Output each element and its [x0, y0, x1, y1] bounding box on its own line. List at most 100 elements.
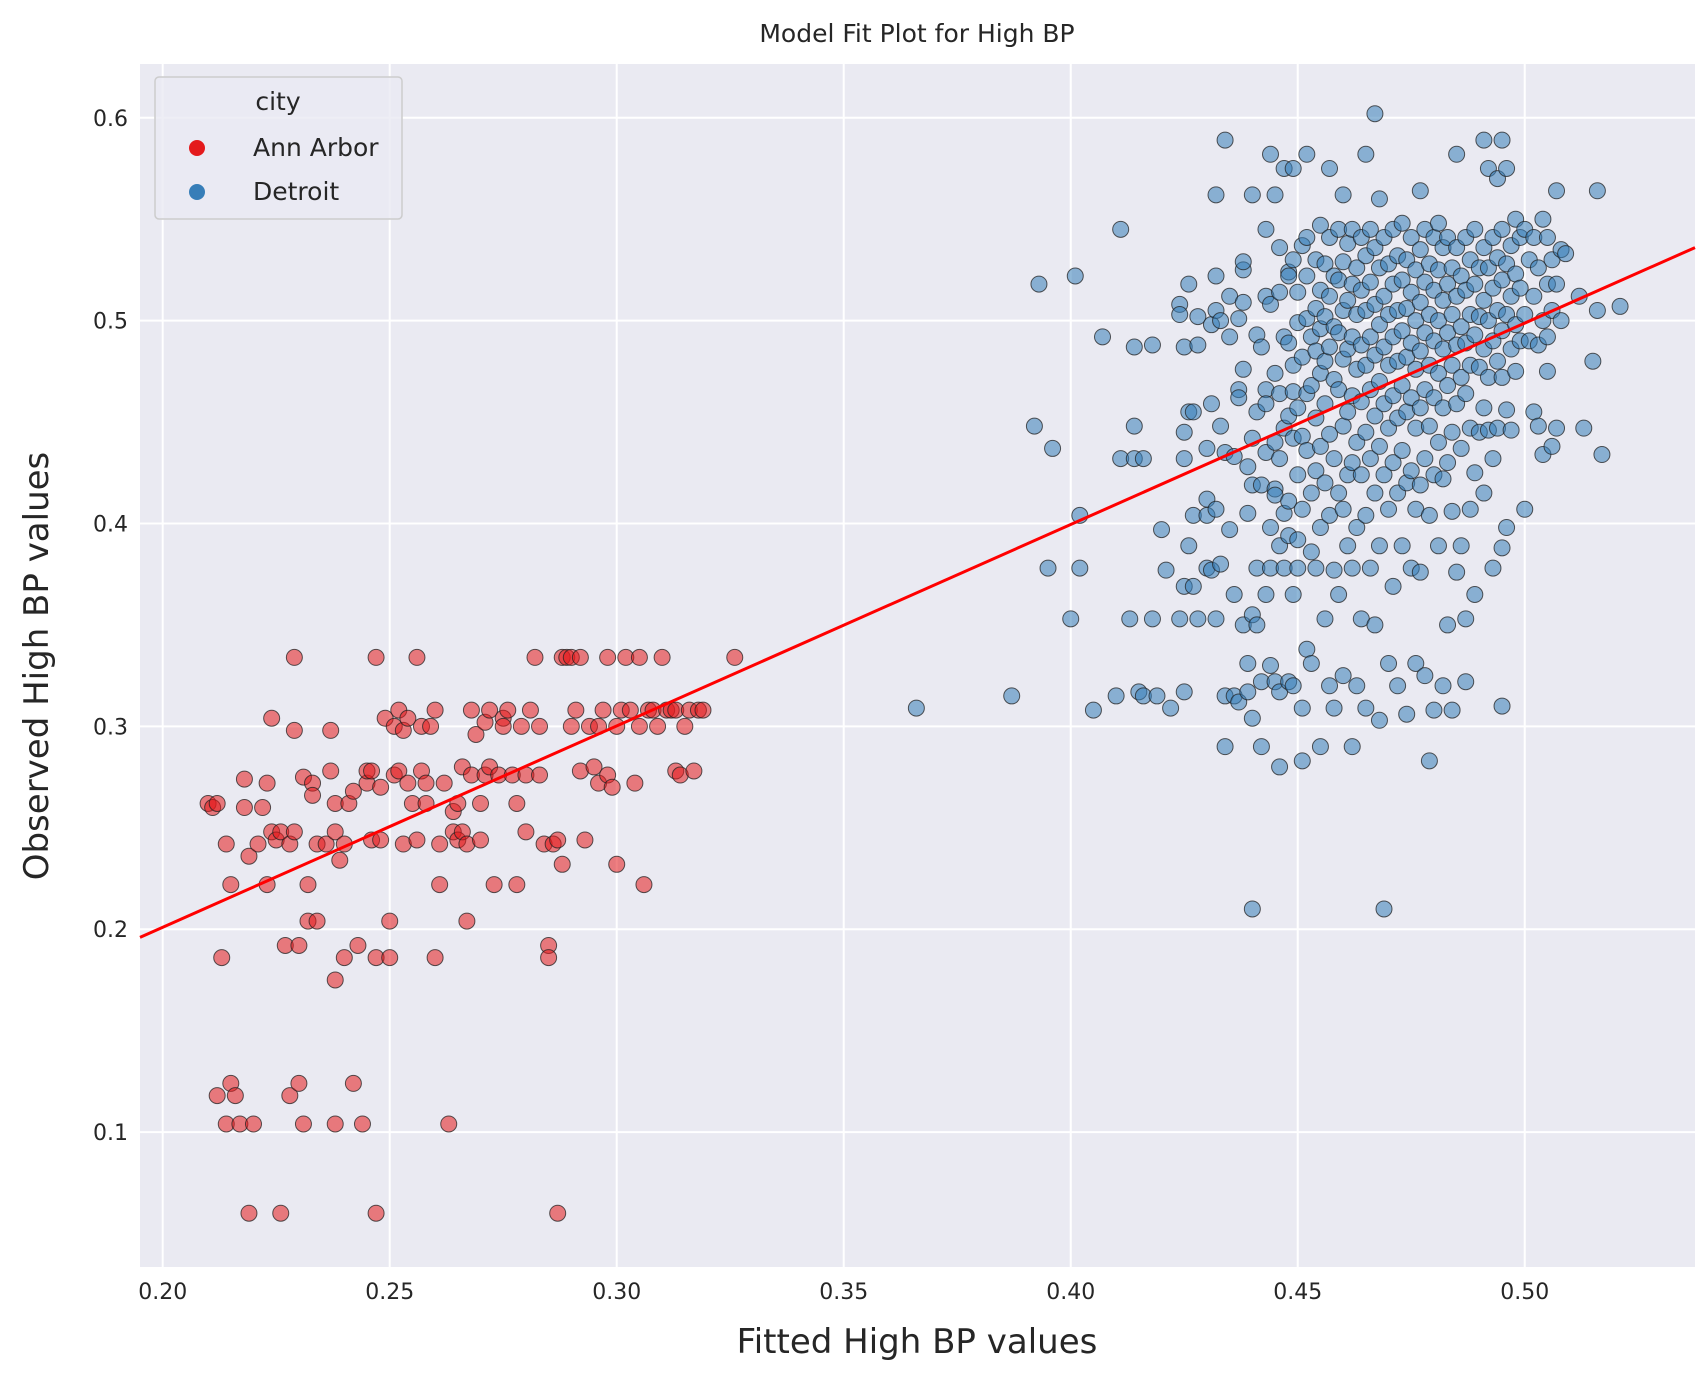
data-point-ann-arbor — [676, 717, 694, 735]
data-point-detroit — [1357, 423, 1375, 441]
data-point-detroit — [1189, 610, 1207, 628]
data-point-ann-arbor — [517, 823, 535, 841]
data-point-ann-arbor — [344, 782, 362, 800]
data-point-detroit — [1457, 610, 1475, 628]
data-point-detroit — [1280, 334, 1298, 352]
data-point-ann-arbor — [422, 717, 440, 735]
data-point-detroit — [1239, 683, 1257, 701]
data-point-ann-arbor — [472, 794, 490, 812]
data-point-detroit — [1416, 667, 1434, 685]
data-point-detroit — [1257, 395, 1275, 413]
data-point-detroit — [1393, 322, 1411, 340]
data-point-ann-arbor — [426, 701, 444, 719]
data-point-ann-arbor — [281, 1087, 299, 1105]
data-point-ann-arbor — [317, 835, 335, 853]
data-point-detroit — [1307, 462, 1325, 480]
x-tick-label: 0.25 — [365, 1280, 414, 1305]
data-point-detroit — [1212, 417, 1230, 435]
y-tick-label: 0.2 — [93, 918, 128, 943]
data-point-detroit — [1298, 640, 1316, 658]
data-point-detroit — [1443, 423, 1461, 441]
fit-line — [139, 246, 1696, 939]
data-point-detroit — [1271, 758, 1289, 776]
data-point-ann-arbor — [367, 1204, 385, 1222]
data-point-detroit — [1361, 273, 1379, 291]
data-point-detroit — [1466, 586, 1484, 603]
data-point-ann-arbor — [508, 794, 526, 812]
data-point-ann-arbor — [344, 1074, 362, 1092]
data-point-detroit — [1125, 338, 1143, 356]
data-point-detroit — [1493, 131, 1511, 149]
data-point-detroit — [1411, 182, 1429, 200]
data-point-detroit — [1375, 466, 1393, 484]
data-point-detroit — [1311, 216, 1329, 234]
data-point-detroit — [1134, 450, 1152, 468]
data-point-detroit — [1452, 537, 1470, 555]
data-point-ann-arbor — [626, 774, 644, 792]
data-point-detroit — [1298, 145, 1316, 163]
data-point-ann-arbor — [526, 648, 544, 666]
data-point-detroit — [1094, 328, 1112, 346]
data-point-detroit — [1221, 328, 1239, 346]
data-point-ann-arbor — [381, 949, 399, 967]
data-point-detroit — [1325, 699, 1343, 717]
data-point-detroit — [1284, 159, 1302, 177]
data-point-detroit — [1461, 500, 1479, 518]
data-point-ann-arbor — [472, 831, 490, 849]
data-point-detroit — [1588, 182, 1606, 200]
data-point-ann-arbor — [372, 778, 390, 796]
data-point-detroit — [1107, 687, 1125, 705]
data-point-detroit — [1434, 470, 1452, 488]
data-point-detroit — [1538, 362, 1556, 380]
data-point-detroit — [1207, 500, 1225, 518]
data-point-detroit — [1202, 395, 1220, 413]
data-point-detroit — [1380, 654, 1398, 672]
data-point-detroit — [1416, 450, 1434, 468]
chart-title: Model Fit Plot for High BP — [759, 19, 1074, 48]
data-point-detroit — [1180, 275, 1198, 293]
data-point-detroit — [1411, 293, 1429, 311]
data-point-detroit — [1343, 559, 1361, 577]
data-point-ann-arbor — [272, 1204, 290, 1222]
data-point-detroit — [1443, 356, 1461, 374]
data-point-ann-arbor — [285, 823, 303, 841]
data-point-detroit — [1384, 454, 1402, 472]
data-point-detroit — [1484, 450, 1502, 468]
data-point-detroit — [1507, 265, 1525, 283]
data-point-ann-arbor — [367, 648, 385, 666]
data-point-detroit — [1429, 214, 1447, 232]
data-point-detroit — [1484, 559, 1502, 577]
data-point-detroit — [1248, 616, 1266, 634]
data-point-detroit — [1429, 433, 1447, 451]
data-point-detroit — [1311, 738, 1329, 756]
data-point-detroit — [1357, 145, 1375, 163]
data-point-detroit — [1039, 559, 1057, 577]
data-point-detroit — [1148, 687, 1166, 705]
data-point-detroit — [1439, 275, 1457, 293]
data-point-detroit — [1311, 519, 1329, 537]
data-point-detroit — [1171, 610, 1189, 628]
data-point-detroit — [1334, 500, 1352, 518]
x-axis-ticks: 0.20 0.25 0.30 0.35 0.40 0.45 0.50 — [138, 1280, 1549, 1305]
data-point-detroit — [1243, 186, 1261, 204]
data-point-detroit — [1434, 677, 1452, 695]
data-point-detroit — [1302, 484, 1320, 502]
data-point-ann-arbor — [630, 648, 648, 666]
data-point-ann-arbor — [258, 774, 276, 792]
data-point-detroit — [1538, 228, 1556, 246]
legend-title: city — [255, 87, 300, 116]
data-point-ann-arbor — [240, 1204, 258, 1222]
data-point-ann-arbor — [694, 701, 712, 719]
data-point-detroit — [1516, 500, 1534, 518]
data-point-detroit — [1429, 364, 1447, 382]
data-point-detroit — [1325, 450, 1343, 468]
data-point-detroit — [1402, 228, 1420, 246]
legend: city Ann Arbor Detroit — [154, 76, 403, 220]
data-point-ann-arbor — [494, 717, 512, 735]
data-point-detroit — [1502, 421, 1520, 439]
data-point-detroit — [1307, 559, 1325, 577]
data-point-detroit — [1361, 450, 1379, 468]
data-point-detroit — [1125, 417, 1143, 435]
data-point-detroit — [1466, 275, 1484, 293]
